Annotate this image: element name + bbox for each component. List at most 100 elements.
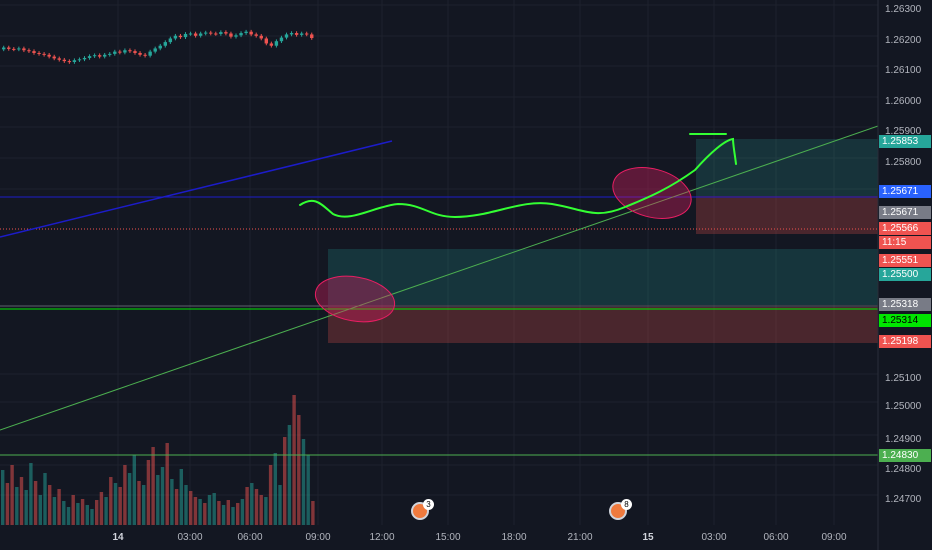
- time-label: 18:00: [501, 532, 527, 543]
- candle-body: [193, 33, 198, 36]
- price-label: 1.25318: [879, 298, 931, 311]
- position-zones[interactable]: [328, 139, 878, 343]
- volume-bar: [1, 470, 5, 525]
- candle-body: [17, 48, 21, 50]
- candle-body: [305, 33, 309, 35]
- volume-bar: [287, 425, 292, 525]
- candle-body: [224, 32, 228, 34]
- candle-body: [2, 47, 6, 50]
- time-label: 06:00: [237, 532, 263, 543]
- price-tick: 1.26300: [885, 4, 922, 15]
- candle-body: [299, 33, 304, 35]
- candle-body: [168, 38, 173, 43]
- projection-path[interactable]: [299, 133, 737, 219]
- volume-bar: [156, 475, 160, 525]
- candle-body: [259, 35, 263, 39]
- event-count-badge: 8: [621, 499, 632, 510]
- volume-bar: [99, 492, 104, 525]
- time-label: 14: [112, 532, 124, 543]
- volume-bar: [306, 455, 310, 525]
- candle-body: [62, 59, 66, 62]
- candle-body: [254, 34, 258, 36]
- candle-body: [37, 52, 41, 54]
- stop-zone[interactable]: [696, 196, 878, 234]
- volume-bar: [207, 495, 212, 525]
- volume-bar: [113, 483, 118, 525]
- volume-bar: [38, 495, 42, 525]
- candle-body: [279, 37, 284, 42]
- volume-bar: [221, 505, 226, 525]
- candle-body: [118, 51, 122, 53]
- candle-body: [209, 32, 213, 34]
- candle-body: [32, 51, 36, 53]
- highlight-ellipse[interactable]: [607, 159, 697, 226]
- volume-bar: [203, 503, 207, 525]
- candle-body: [198, 33, 203, 36]
- time-label: 09:00: [305, 532, 331, 543]
- candle-body: [67, 61, 72, 63]
- volume-bar: [95, 500, 99, 525]
- candle-body: [294, 33, 299, 35]
- price-label: 1.25671: [879, 185, 931, 198]
- price-label: 1.25566: [879, 222, 931, 235]
- target-zone[interactable]: [696, 139, 878, 196]
- candle-body: [108, 53, 112, 55]
- candle-body: [143, 54, 147, 56]
- volume-bar: [231, 507, 235, 525]
- volume-bar: [236, 503, 240, 525]
- price-tick: 1.25000: [885, 401, 922, 412]
- candle-body: [188, 33, 193, 35]
- candle-body: [214, 33, 218, 35]
- volume-bar: [212, 493, 216, 525]
- volume-bar: [311, 501, 315, 525]
- candle-body: [113, 51, 117, 54]
- time-label: 12:00: [369, 532, 395, 543]
- volume-bar: [109, 477, 113, 525]
- highlight-ellipse[interactable]: [312, 270, 398, 327]
- volume-bar: [127, 473, 132, 525]
- volume-bar: [52, 497, 57, 525]
- price-label: 1.25551: [879, 254, 931, 267]
- time-label: 21:00: [567, 532, 593, 543]
- candle-body: [244, 31, 248, 34]
- candle-body: [148, 51, 152, 56]
- volume-bar: [123, 465, 127, 525]
- volume-bar: [170, 479, 174, 525]
- drawings[interactable]: [0, 125, 879, 456]
- volume-bar: [226, 500, 230, 525]
- event-count-badge: 3: [423, 499, 434, 510]
- candle-body: [47, 54, 51, 57]
- price-tick: 1.25100: [885, 373, 922, 384]
- candle-body: [204, 32, 208, 34]
- volume-bar: [66, 507, 71, 525]
- volume-bar: [146, 460, 151, 525]
- long-profit-zone[interactable]: [328, 249, 878, 305]
- long-loss-zone[interactable]: [328, 307, 878, 343]
- price-tick: 1.24700: [885, 494, 922, 505]
- volume-bar: [90, 509, 94, 525]
- volume-bar: [297, 415, 301, 525]
- volume-bar: [254, 489, 259, 525]
- trend-line[interactable]: [0, 140, 393, 238]
- candle-body: [310, 34, 314, 39]
- volume-bar: [184, 485, 188, 525]
- price-label: 1.25853: [879, 135, 931, 148]
- candle-body: [97, 55, 102, 57]
- volume-bar: [250, 483, 254, 525]
- candle-body: [249, 31, 253, 35]
- volume-bar: [137, 481, 141, 525]
- candle-body: [27, 50, 31, 52]
- candle-body: [289, 33, 294, 35]
- flag-icon[interactable]: 3: [411, 499, 434, 520]
- time-label: 06:00: [763, 532, 789, 543]
- candle-body: [219, 32, 223, 34]
- volume-bar: [189, 491, 193, 525]
- candle-body: [284, 34, 289, 38]
- volume-bar: [151, 447, 155, 525]
- flag-icon[interactable]: 8: [609, 499, 632, 520]
- volume-bar: [273, 453, 277, 525]
- chart-grid: [0, 0, 878, 525]
- time-label: 03:00: [177, 532, 203, 543]
- trend-line[interactable]: [0, 125, 879, 431]
